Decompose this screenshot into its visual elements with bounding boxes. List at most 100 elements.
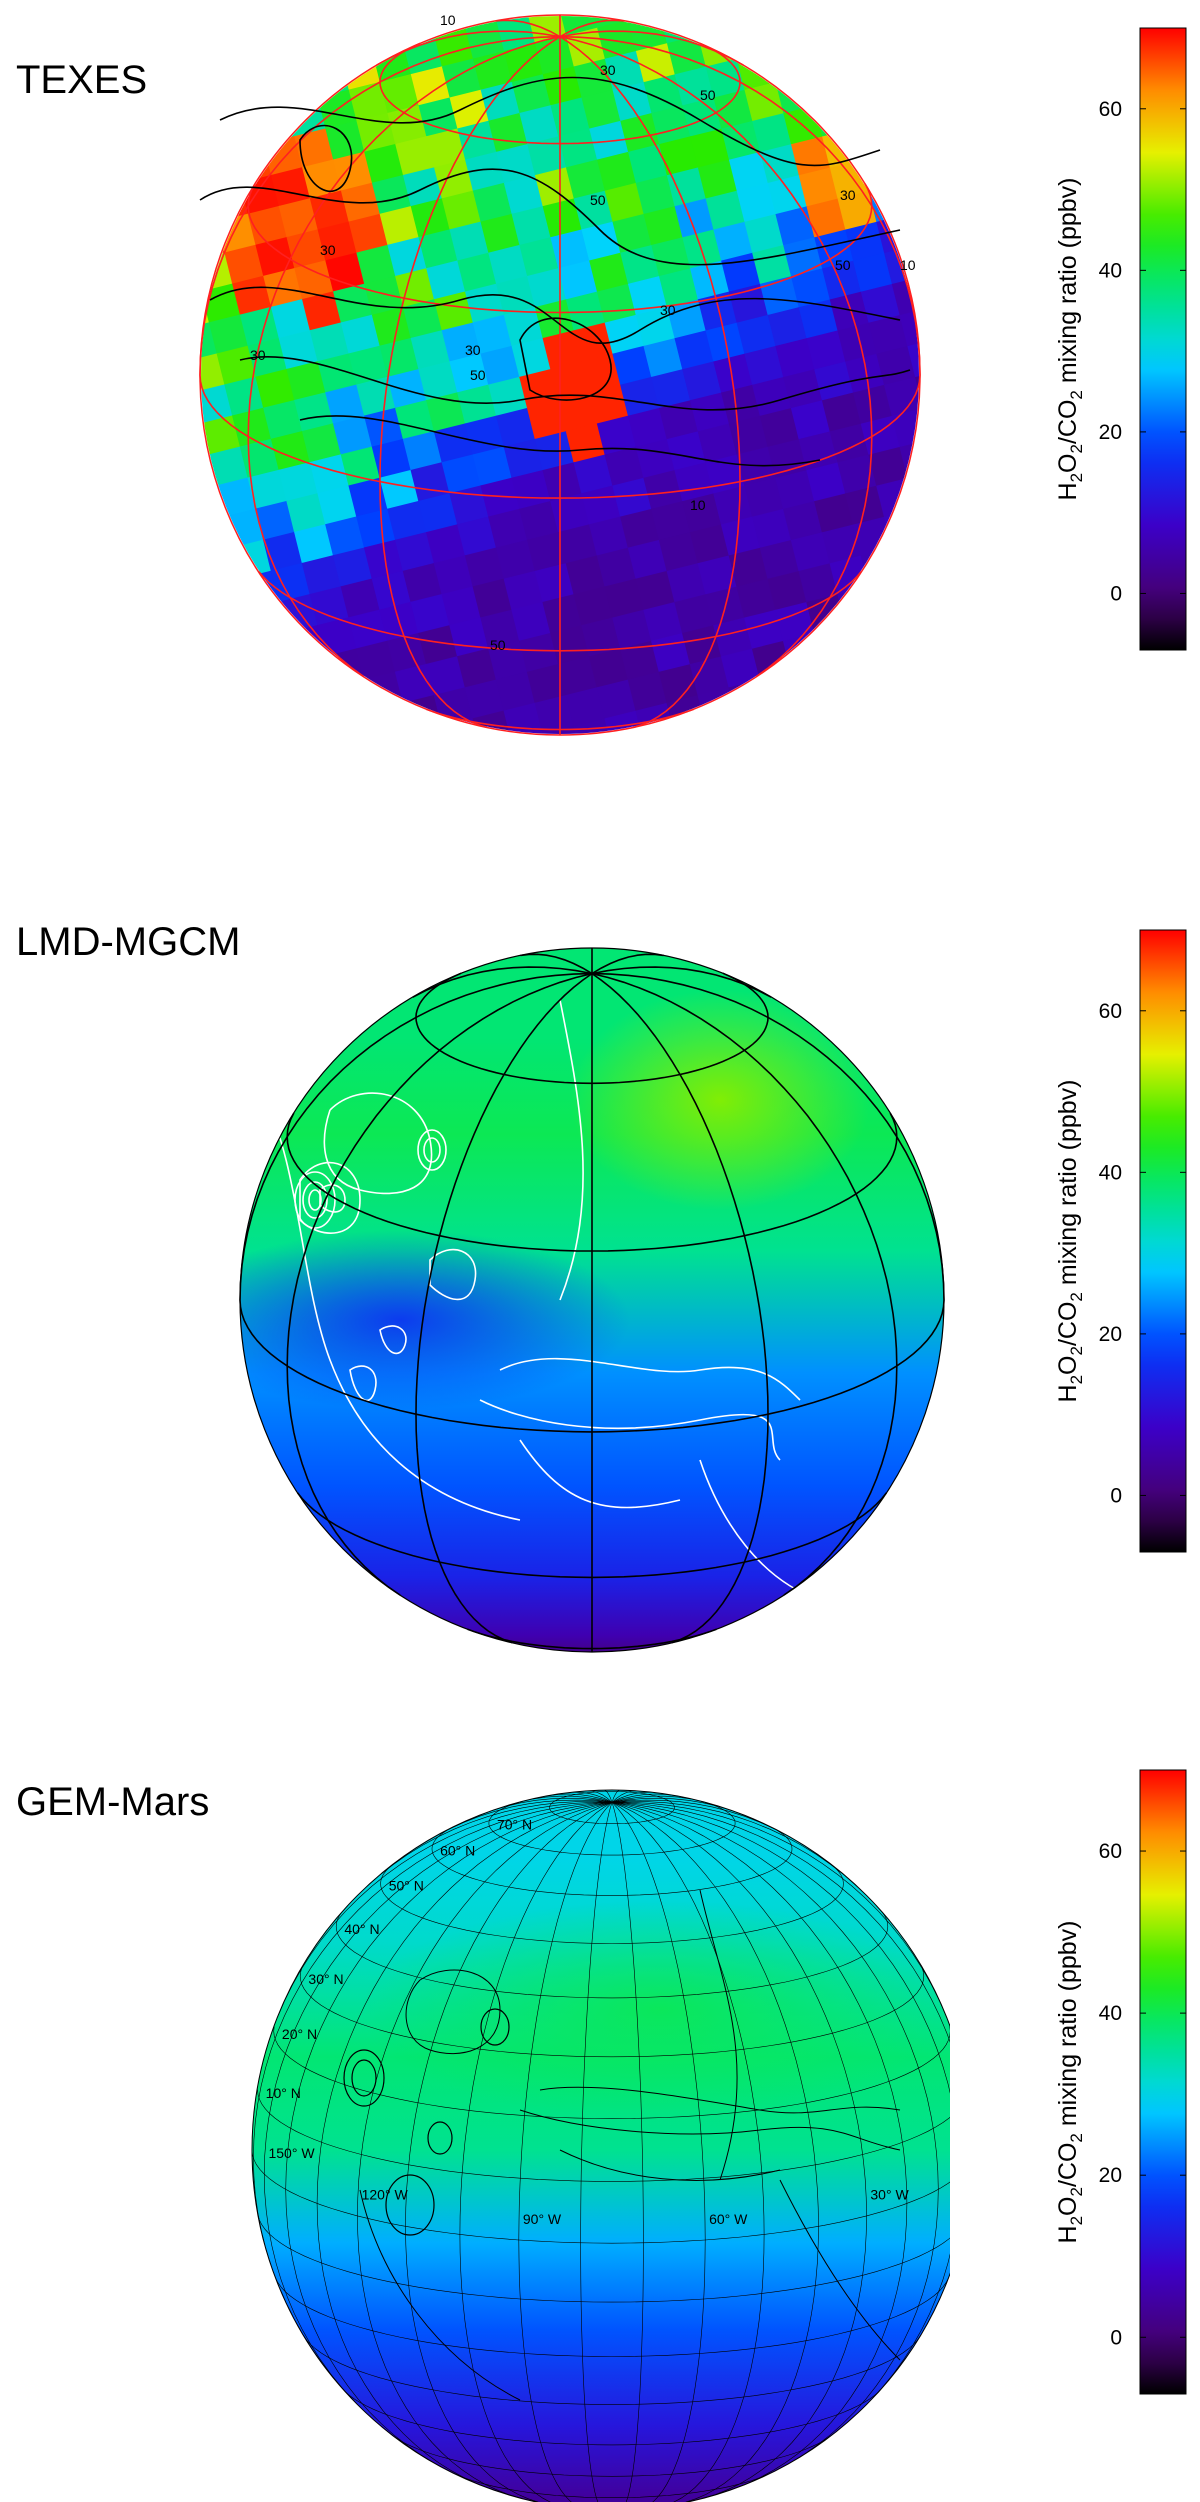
texes-pixel — [946, 625, 986, 665]
gem-grid-parallel — [273, 2026, 950, 2119]
texes-pixel — [791, 15, 832, 45]
texes-contour-label: 30 — [660, 302, 676, 318]
texes-pixel — [472, 182, 513, 223]
texes-pixel — [325, 252, 366, 293]
texes-pixel — [790, 532, 831, 573]
gem-grid-meridian — [611, 1801, 859, 1888]
gem-grid-meridian — [587, 1790, 613, 1803]
panel-gem-mars: GEM-Mars 70° N 60° N 50° N 40° N 30° N 20° N 1… — [0, 1760, 1200, 2502]
gem-lat-label: 20° N — [282, 2026, 317, 2042]
texes-limb — [199, 14, 921, 736]
texes-pixel — [806, 66, 847, 107]
lmd-highlight — [570, 990, 870, 1210]
texes-pixel — [612, 213, 653, 254]
texes-pixel — [100, 144, 140, 184]
texes-pixel — [883, 640, 920, 681]
colorbar-tick-label: 60 — [1099, 98, 1122, 121]
texes-pixel — [581, 617, 622, 658]
gem-grid-meridian — [357, 1802, 613, 2499]
texes-pixel — [744, 81, 785, 122]
texes-pixel — [441, 586, 482, 627]
texes-pixel — [124, 105, 164, 145]
texes-pixel — [418, 757, 458, 797]
gem-grid-meridian — [448, 1799, 613, 1830]
texes-pixel — [263, 796, 303, 836]
texes-pixel — [271, 166, 312, 207]
texes-pixel — [705, 190, 746, 231]
gem-grid-meridian — [492, 1797, 613, 1811]
texes-pixel — [379, 469, 420, 510]
texes-pixel — [239, 306, 280, 347]
texes-pixel — [131, 268, 171, 308]
texes-pixel — [271, 827, 311, 867]
texes-pixel — [503, 174, 544, 215]
texes-pixel — [309, 190, 350, 231]
colorbar-gradient — [1139, 929, 1187, 1553]
texes-pixel — [434, 159, 475, 200]
gem-grid-parallel — [275, 2277, 949, 2357]
texes-pixel — [821, 392, 862, 433]
texes-pixel — [542, 462, 583, 503]
texes-contour-line — [209, 286, 901, 344]
texes-pixel — [643, 469, 684, 510]
texes-pixel — [705, 718, 746, 735]
texes-pixel — [923, 532, 963, 572]
texes-grid-meridian — [559, 35, 873, 678]
texes-pixel — [674, 330, 715, 371]
texes-pixel — [767, 570, 808, 611]
gem-grid-meridian — [276, 1802, 612, 2018]
gem-grid-meridian — [611, 1802, 819, 2502]
texes-pixel — [542, 66, 583, 107]
colorbar-gradient — [1139, 27, 1187, 651]
texes-pixel — [573, 586, 614, 627]
texes-pixel — [659, 136, 700, 177]
texes-pixel — [589, 384, 630, 425]
texes-pixel — [907, 338, 920, 379]
texes-pixel — [325, 516, 366, 557]
texes-pixel — [744, 345, 785, 386]
texes-pixel — [302, 27, 343, 68]
texes-pixel — [519, 236, 560, 277]
texes-pixel — [93, 113, 133, 153]
texes-pixel — [340, 314, 381, 355]
texes-pixel — [853, 120, 894, 161]
texes-pixel — [247, 337, 288, 378]
texes-pixel — [301, 291, 342, 332]
texes-pixel — [752, 15, 793, 22]
texes-pixel — [682, 625, 723, 666]
texes-pixel — [659, 268, 700, 309]
texes-pixel — [822, 260, 863, 301]
texes-grid-meridian — [199, 35, 561, 376]
texes-pixel — [627, 275, 668, 316]
texes-pixel — [760, 15, 801, 53]
texes-pixel — [620, 376, 661, 417]
lmd-topo-line — [299, 1161, 361, 1234]
texes-pixel — [946, 361, 986, 401]
texes-pixel — [721, 120, 762, 161]
texes-pixel — [736, 314, 777, 355]
texes-pixel — [627, 539, 668, 580]
texes-pixel — [954, 392, 994, 432]
texes-pixel — [969, 455, 1009, 495]
gem-lon-label: 90° W — [523, 2211, 562, 2227]
gem-topo-line — [359, 2189, 521, 2401]
texes-pixel — [814, 229, 855, 270]
texes-pixel — [635, 43, 676, 84]
texes-pixel — [767, 702, 808, 735]
texes-pixel — [480, 741, 520, 781]
texes-pixel — [674, 462, 715, 503]
texes-pixel — [364, 15, 405, 52]
texes-pixel — [247, 205, 288, 246]
texes-pixel — [332, 415, 373, 456]
texes-pixel — [139, 299, 179, 339]
texes-pixel — [612, 609, 653, 650]
texes-pixel — [728, 151, 769, 192]
gem-lon-label: 30° W — [870, 2187, 909, 2203]
gem-grid-meridian — [253, 1802, 613, 2266]
texes-pixel — [923, 400, 963, 440]
texes-pixel — [216, 345, 257, 386]
texes-pixel — [480, 81, 521, 122]
gem-grid-meridian — [316, 1802, 613, 2485]
texes-pixel — [666, 35, 707, 76]
texes-pixel — [200, 120, 234, 161]
